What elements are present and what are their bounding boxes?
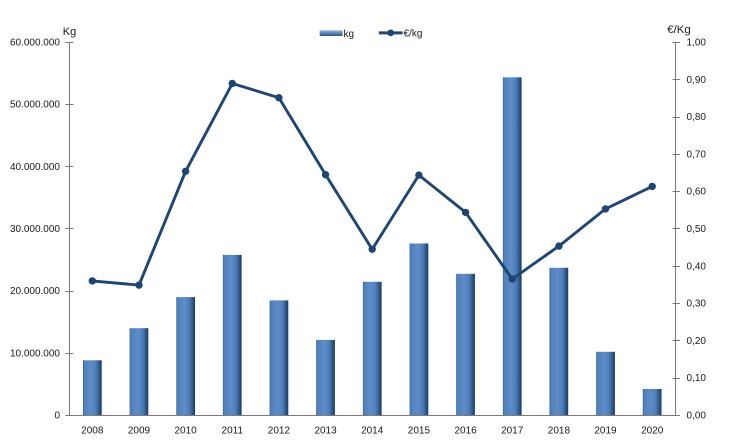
svg-text:0,90: 0,90 (687, 75, 707, 86)
svg-text:0,50: 0,50 (687, 224, 707, 235)
svg-text:€/kg: €/kg (404, 29, 423, 40)
svg-text:2009: 2009 (128, 426, 151, 437)
svg-text:2008: 2008 (81, 426, 104, 437)
svg-text:Kg: Kg (63, 26, 76, 38)
svg-text:2020: 2020 (641, 426, 664, 437)
svg-text:40.000.000: 40.000.000 (10, 162, 60, 173)
svg-text:2018: 2018 (548, 426, 571, 437)
svg-text:2013: 2013 (314, 426, 337, 437)
svg-text:20.000.000: 20.000.000 (10, 286, 60, 297)
svg-text:30.000.000: 30.000.000 (10, 224, 60, 235)
svg-text:0,80: 0,80 (687, 112, 707, 123)
svg-text:60.000.000: 60.000.000 (10, 38, 60, 49)
svg-text:0,60: 0,60 (687, 187, 707, 198)
svg-text:2014: 2014 (361, 426, 384, 437)
svg-text:2016: 2016 (454, 426, 477, 437)
svg-text:2012: 2012 (268, 426, 291, 437)
svg-text:1,00: 1,00 (687, 38, 707, 49)
svg-text:0,70: 0,70 (687, 149, 707, 160)
svg-text:0: 0 (54, 411, 60, 422)
svg-text:0,40: 0,40 (687, 261, 707, 272)
svg-text:0,20: 0,20 (687, 336, 707, 347)
svg-text:2015: 2015 (408, 426, 431, 437)
svg-text:0,10: 0,10 (687, 373, 707, 384)
svg-text:2011: 2011 (222, 426, 244, 437)
svg-text:€/Kg: €/Kg (667, 24, 691, 36)
svg-text:50.000.000: 50.000.000 (10, 100, 60, 111)
svg-text:2010: 2010 (174, 426, 197, 437)
svg-text:0,00: 0,00 (687, 411, 707, 422)
svg-text:10.000.000: 10.000.000 (10, 348, 60, 359)
svg-text:kg: kg (344, 29, 355, 40)
svg-text:2019: 2019 (594, 426, 617, 437)
svg-text:0,30: 0,30 (687, 299, 707, 310)
svg-text:2017: 2017 (501, 426, 524, 437)
